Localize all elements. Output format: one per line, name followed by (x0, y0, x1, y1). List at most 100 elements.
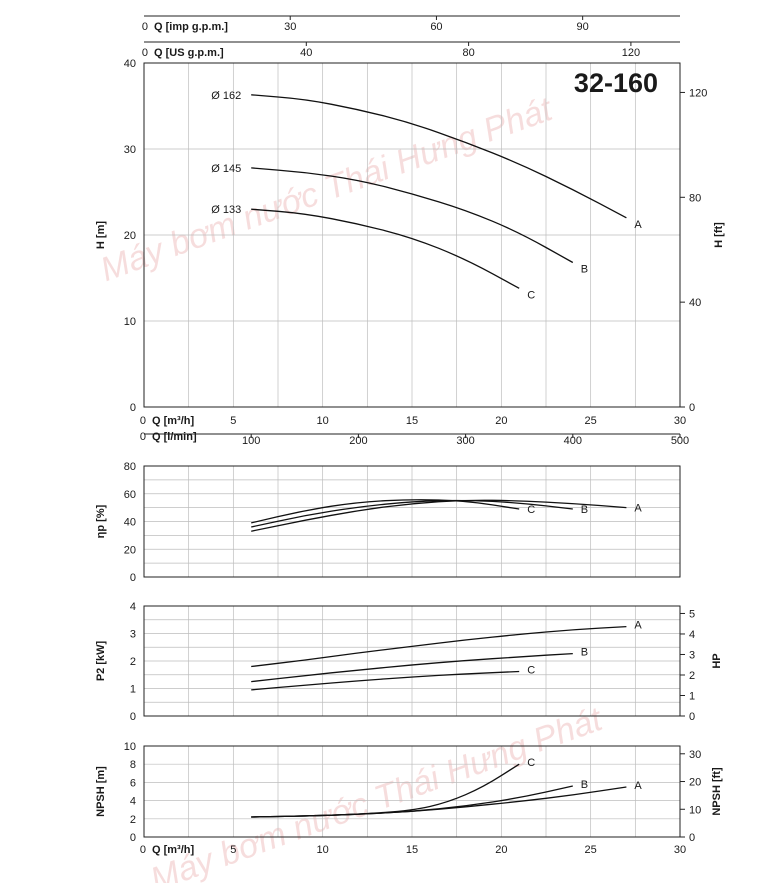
curve-A (251, 625, 627, 668)
y-tick-label: 1 (130, 684, 136, 696)
x-axis-zero: 0 (140, 844, 146, 856)
curve-label-B: B (581, 779, 588, 791)
lpm-axis-tick-label: 200 (349, 435, 367, 447)
y2-tick-label: 4 (689, 629, 695, 641)
lpm-axis-label: Q [l/min] (152, 431, 197, 443)
y-tick-label: 10 (124, 316, 136, 328)
y-tick-label: 20 (124, 544, 136, 556)
y2-tick-label: 0 (689, 711, 695, 723)
y-tick-label: 8 (130, 759, 136, 771)
y-tick-label: 0 (130, 402, 136, 414)
y-tick-label: 4 (130, 601, 136, 613)
curve-label-A: A (634, 219, 642, 231)
curve-label-A: A (634, 780, 642, 792)
curve-C (251, 670, 520, 691)
x-tick-label: 25 (585, 415, 597, 427)
impeller-diameter-label: Ø 133 (211, 204, 241, 216)
y2-tick-label: 20 (689, 777, 701, 789)
curve-label-C: C (527, 664, 535, 676)
x-tick-label: 10 (317, 844, 329, 856)
top-axis-zero: 0 (142, 47, 148, 59)
y-tick-label: 2 (130, 656, 136, 668)
y2-tick-label: 0 (689, 832, 695, 844)
y-axis-label: H [m] (95, 221, 107, 249)
watermark-text: Máy bơm nước Thái Hưng Phát (145, 700, 608, 883)
y-tick-label: 60 (124, 489, 136, 501)
plot-frame (143, 605, 681, 717)
top-axis-tick-label: 120 (622, 47, 640, 59)
lpm-axis-tick-label: 100 (242, 435, 260, 447)
y2-tick-label: 3 (689, 649, 695, 661)
plot-frame (143, 465, 681, 578)
y-tick-label: 0 (130, 832, 136, 844)
curve-label-C: C (527, 504, 535, 516)
y-axis-label: P2 [kW] (95, 640, 107, 681)
top-axis-tick-label: 30 (284, 21, 296, 33)
y-tick-label: 0 (130, 572, 136, 584)
curve-label-B: B (581, 264, 588, 276)
x-tick-label: 30 (674, 844, 686, 856)
top-axis-zero: 0 (142, 21, 148, 33)
x-axis-label: Q [m³/h] (152, 844, 194, 856)
lpm-axis-zero: 0 (140, 431, 146, 443)
y2-tick-label: 40 (689, 297, 701, 309)
top-axis-tick-label: 90 (577, 21, 589, 33)
curve-label-B: B (581, 647, 588, 659)
curve-label-C: C (527, 289, 535, 301)
y-tick-label: 4 (130, 796, 136, 808)
y2-tick-label: 80 (689, 192, 701, 204)
x-tick-label: 5 (230, 415, 236, 427)
top-axis-tick-label: 80 (462, 47, 474, 59)
curve-C (251, 208, 520, 289)
curve-label-C: C (527, 757, 535, 769)
top-axis-label: Q [US g.p.m.] (154, 47, 224, 59)
y2-tick-label: 2 (689, 670, 695, 682)
curve-B (251, 652, 573, 683)
y2-tick-label: 5 (689, 608, 695, 620)
x-tick-label: 15 (406, 844, 418, 856)
plot-frame (143, 62, 681, 408)
curve-C (251, 763, 520, 818)
lpm-axis-tick-label: 300 (456, 435, 474, 447)
curve-label-B: B (581, 504, 588, 516)
y2-tick-label: 10 (689, 804, 701, 816)
y-tick-label: 6 (130, 777, 136, 789)
curve-B (251, 499, 573, 528)
curve-A (251, 94, 627, 219)
y-tick-label: 3 (130, 629, 136, 641)
curve-B (251, 167, 574, 264)
top-axis-tick-label: 60 (430, 21, 442, 33)
impeller-diameter-label: Ø 162 (211, 90, 241, 102)
y2-tick-label: 120 (689, 87, 707, 99)
top-axis-tick-label: 40 (300, 47, 312, 59)
x-axis-zero: 0 (140, 415, 146, 427)
plot-frame (143, 745, 681, 838)
y2-tick-label: 30 (689, 749, 701, 761)
impeller-diameter-label: Ø 145 (211, 163, 241, 175)
y-axis-label: NPSH [m] (95, 766, 107, 817)
curve-label-A: A (634, 620, 642, 632)
y-tick-label: 40 (124, 517, 136, 529)
y-tick-label: 10 (124, 741, 136, 753)
y-axis-label: ηp [%] (95, 504, 107, 538)
y-tick-label: 0 (130, 711, 136, 723)
y2-tick-label: 1 (689, 690, 695, 702)
watermark-text: Máy bơm nước Thái Hưng Phát (95, 90, 558, 289)
y-tick-label: 30 (124, 144, 136, 156)
x-tick-label: 10 (317, 415, 329, 427)
y2-tick-label: 0 (689, 402, 695, 414)
y2-axis-label: H [ft] (713, 222, 725, 248)
top-axis-label: Q [imp g.p.m.] (154, 21, 228, 33)
y2-axis-label: NPSH [ft] (711, 767, 723, 816)
x-tick-label: 20 (495, 844, 507, 856)
model-title: 32-160 (574, 68, 658, 98)
y-tick-label: 20 (124, 230, 136, 242)
curve-A (251, 499, 627, 532)
lpm-axis-tick-label: 500 (671, 435, 689, 447)
y-tick-label: 80 (124, 461, 136, 473)
x-tick-label: 5 (230, 844, 236, 856)
x-tick-label: 25 (585, 844, 597, 856)
y-tick-label: 40 (124, 58, 136, 70)
